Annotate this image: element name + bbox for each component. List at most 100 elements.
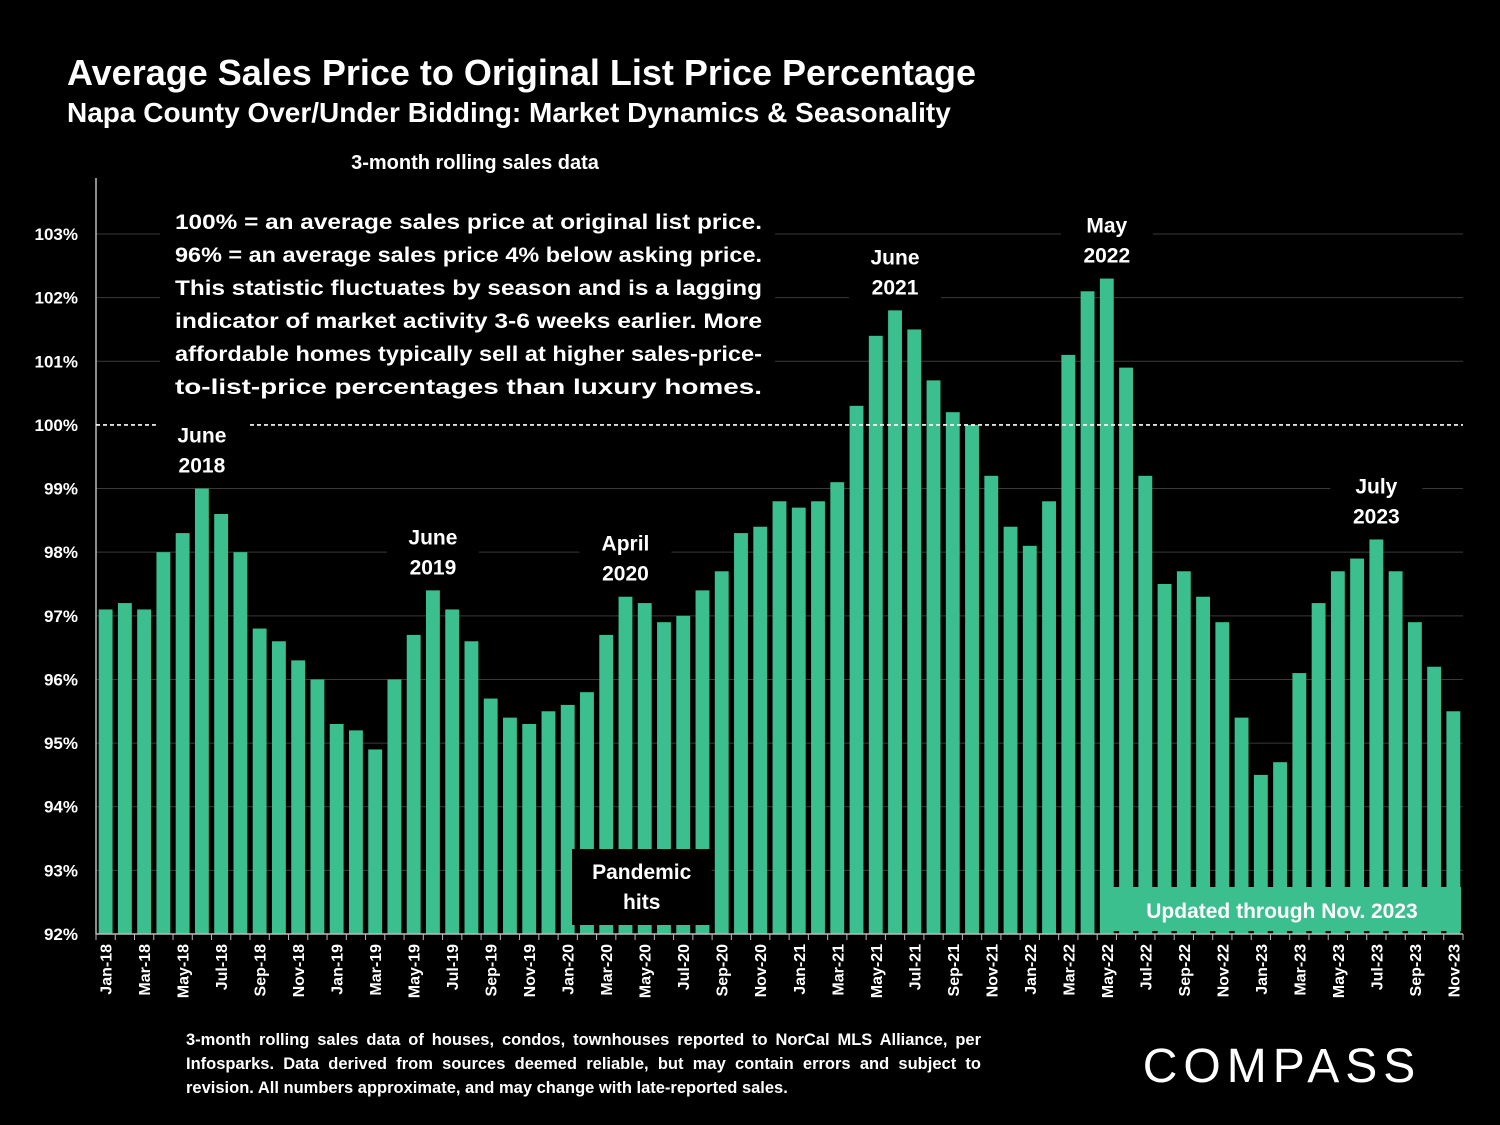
x-tick-label: Jul-23 (1369, 944, 1386, 990)
bar (1215, 622, 1230, 934)
bar (387, 679, 402, 934)
x-tick-label: Sep-19 (484, 944, 501, 997)
annotation-label: June (871, 246, 920, 269)
y-tick-label: 99% (44, 480, 78, 499)
bar (965, 424, 979, 934)
x-tick-label: May-18 (176, 944, 193, 998)
x-tick-label: Jan-21 (792, 944, 809, 995)
x-tick-label: Nov-20 (753, 944, 770, 997)
bar (734, 533, 748, 934)
annotation-label: 2023 (1353, 505, 1400, 528)
bar (1388, 571, 1403, 934)
chart-inner-title: 3-month rolling sales data (351, 152, 600, 174)
annotation-box (849, 240, 942, 305)
bar (926, 380, 941, 934)
annotation-label: June (177, 425, 226, 448)
y-tick-label: 98% (44, 543, 78, 562)
bar (714, 571, 729, 934)
info-box-line: This statistic fluctuates by season and … (175, 276, 762, 300)
event-label-box (572, 849, 712, 925)
y-tick-label: 95% (44, 734, 78, 753)
x-tick-label: Mar-23 (1292, 944, 1309, 996)
bar (1234, 717, 1249, 934)
bar (214, 514, 229, 934)
info-box-line: affordable homes typically sell at highe… (175, 342, 762, 366)
bar (1292, 673, 1307, 934)
x-tick-label: Jan-18 (99, 944, 116, 995)
x-tick-label: May-19 (407, 944, 424, 998)
x-tick-label: Nov-18 (291, 944, 308, 997)
y-tick-label: 92% (44, 925, 78, 944)
annotation-label: July (1355, 475, 1397, 498)
y-tick-label: 101% (35, 352, 78, 371)
x-tick-label: Nov-19 (522, 944, 539, 997)
bar (98, 609, 113, 934)
x-tick-label: Sep-23 (1408, 944, 1425, 997)
bar (541, 711, 556, 934)
x-tick-label: Jul-22 (1138, 944, 1155, 990)
footer-source-note: 3-month rolling sales data of houses, co… (186, 1031, 981, 1097)
bar (406, 634, 421, 934)
bar (483, 698, 498, 934)
bar (503, 717, 517, 934)
bar (984, 475, 999, 934)
bar (310, 679, 325, 934)
bar (695, 590, 710, 934)
bar (194, 488, 209, 934)
x-tick-label: Jan-22 (1023, 944, 1040, 995)
bar (1176, 571, 1191, 934)
y-tick-label: 100% (35, 416, 78, 435)
bar (1427, 666, 1442, 934)
bar (137, 609, 152, 934)
annotation-label: 2019 (410, 556, 457, 579)
x-tick-label: May-22 (1100, 944, 1117, 998)
bar (329, 724, 344, 934)
x-tick-label: Mar-22 (1061, 944, 1078, 996)
x-tick-label: Sep-18 (253, 944, 270, 997)
x-tick-label: Mar-18 (137, 944, 154, 996)
annotation-box (155, 418, 248, 483)
bar (1099, 278, 1114, 935)
x-tick-label: Jan-20 (561, 944, 578, 995)
bar (1407, 622, 1422, 934)
bar (291, 660, 306, 934)
annotation-box (579, 526, 672, 591)
bar (945, 412, 960, 934)
bar (888, 310, 902, 934)
x-tick-label: Mar-21 (830, 944, 847, 996)
x-tick-label: May-23 (1331, 944, 1348, 998)
bar (1138, 475, 1153, 934)
x-tick-label: Jan-19 (330, 944, 347, 995)
bar (1369, 539, 1384, 934)
annotation-label: June (408, 526, 457, 549)
bar (907, 329, 922, 934)
x-tick-label: Jul-18 (214, 944, 231, 990)
bar (1196, 596, 1211, 934)
bar (772, 501, 787, 934)
bar (560, 704, 575, 934)
x-tick-label: Jul-19 (445, 944, 462, 990)
bar (1119, 367, 1133, 934)
bar (791, 507, 806, 934)
info-box-line: 100% = an average sales price at origina… (175, 210, 762, 234)
x-tick-label: Jul-20 (676, 944, 693, 990)
annotation-box (386, 520, 479, 585)
bar (849, 405, 864, 934)
x-tick-label: May-20 (638, 944, 655, 998)
compass-logo: COMPASS (1143, 1040, 1421, 1093)
bar (868, 335, 883, 934)
x-tick-label: Jul-21 (907, 944, 924, 990)
bar (1311, 603, 1326, 934)
x-tick-label: Mar-20 (599, 944, 616, 996)
chart-title: Average Sales Price to Original List Pri… (67, 52, 977, 93)
svg-text:COMPASS: COMPASS (1143, 1040, 1421, 1093)
bar (1446, 711, 1461, 934)
annotation-label: 2018 (179, 455, 226, 478)
annotation-label: 2021 (872, 276, 919, 299)
x-tick-label: Nov-23 (1446, 944, 1463, 997)
info-box-line: 96% = an average sales price 4% below as… (175, 243, 762, 267)
y-tick-label: 96% (44, 670, 78, 689)
y-tick-label: 97% (44, 607, 78, 626)
bar (1022, 545, 1037, 934)
y-tick-label: 103% (35, 225, 78, 244)
